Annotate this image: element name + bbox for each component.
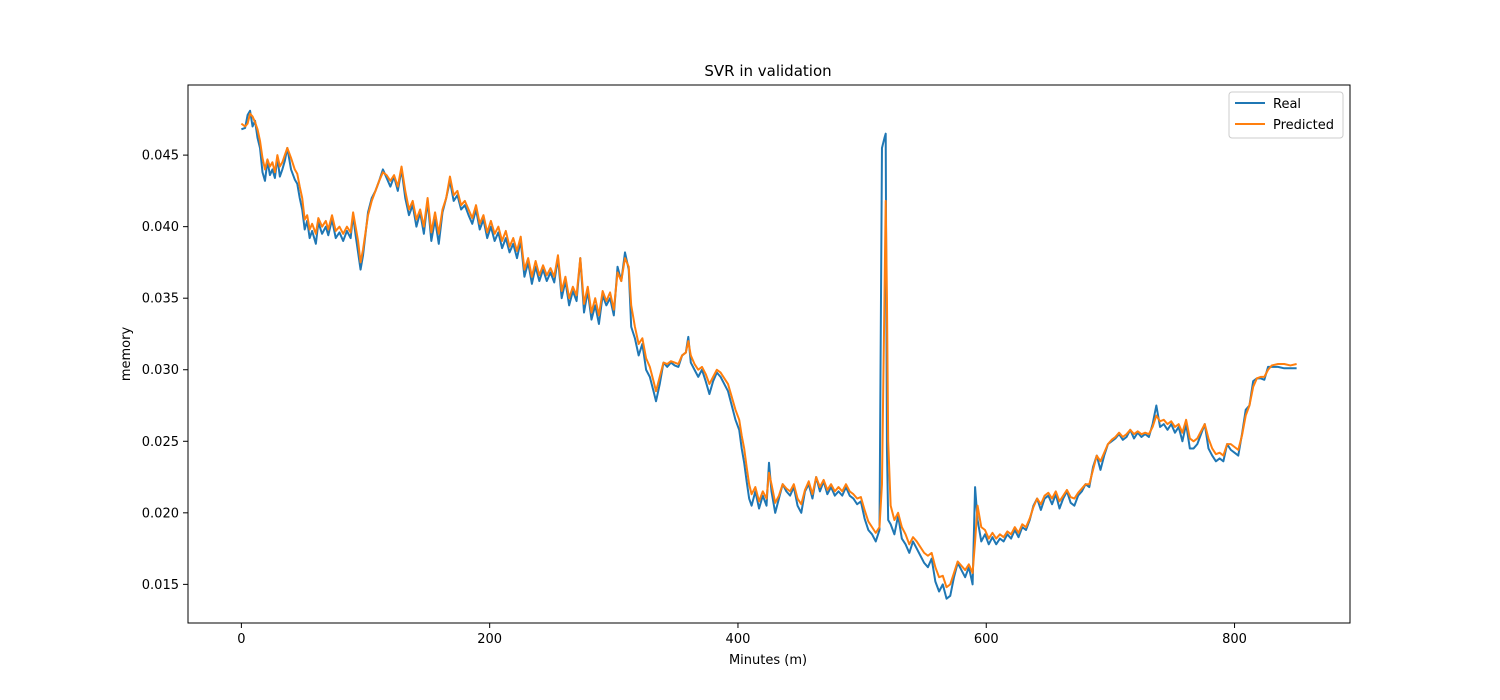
legend-label-predicted: Predicted — [1273, 118, 1334, 133]
y-tick-label: 0.015 — [142, 578, 179, 593]
chart-title: SVR in validation — [704, 62, 831, 80]
y-tick-label: 0.025 — [142, 435, 179, 450]
y-tick-label: 0.020 — [142, 506, 179, 521]
series-line-predicted — [240, 112, 1297, 589]
x-tick-label: 200 — [477, 632, 502, 647]
x-tick-label: 0 — [237, 632, 245, 647]
y-tick-label: 0.035 — [142, 292, 179, 307]
x-tick-label: 400 — [726, 632, 751, 647]
legend: Real Predicted — [1228, 91, 1344, 139]
y-tick-label: 0.030 — [142, 363, 179, 378]
y-tick-label: 0.045 — [142, 149, 179, 164]
series-line-real — [241, 109, 1297, 600]
legend-label-real: Real — [1273, 97, 1301, 112]
y-axis: 0.015 0.020 0.025 0.030 0.035 0.040 0.045 — [142, 149, 188, 593]
plot-area-frame — [187, 84, 1351, 624]
x-tick-label: 600 — [974, 632, 999, 647]
series-layer — [240, 109, 1297, 600]
x-axis: 0 200 400 600 800 — [237, 623, 1247, 647]
x-tick-label: 800 — [1222, 632, 1247, 647]
y-axis-label: memory — [119, 327, 134, 382]
x-axis-label: Minutes (m) — [729, 653, 807, 668]
y-tick-label: 0.040 — [142, 220, 179, 235]
